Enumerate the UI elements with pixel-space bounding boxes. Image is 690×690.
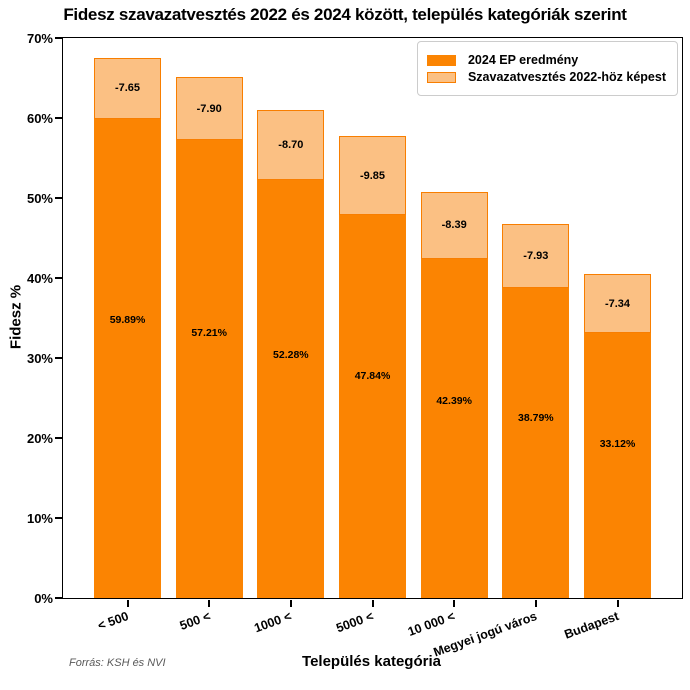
y-tick-mark [54,277,62,279]
y-tick-mark [54,117,62,119]
bar-2024-segment [420,258,488,598]
bar-loss-segment [175,77,243,141]
legend-row: Szavazatvesztés 2022-höz képest [426,70,666,84]
legend-swatch-loss-icon [426,71,456,83]
bar-value-label: 52.28% [273,349,309,362]
plot-area: 2024 EP eredmény Szavazatvesztés 2022-höz… [27,32,683,659]
source-note: Forrás: KSH és NVI [69,657,166,669]
y-tick-label: 40% [26,270,53,286]
x-tick-mark [126,599,129,607]
y-tick-label: 60% [26,110,53,126]
y-tick-mark [54,597,62,599]
bar-loss-label: -8.70 [278,138,304,151]
bar-2024-segment [94,118,161,598]
bar-2024-segment [339,215,406,598]
y-tick-label: 10% [26,510,53,526]
bar-loss-segment [502,224,570,288]
bar-value-label: 47.84% [354,370,391,383]
legend-row: 2024 EP eredmény [426,53,666,67]
chart-title: Fidesz szavazatvesztés 2022 és 2024 közö… [63,5,627,24]
bar-loss-label: -8.39 [441,219,467,232]
x-tick-mark [616,599,619,607]
x-tick-mark [534,599,537,607]
bar-loss-label: -7.65 [114,82,141,95]
y-tick-mark [54,437,62,439]
bar-value-label: 59.89% [109,314,146,327]
legend-swatch-2024-icon [426,54,456,66]
x-tick-mark [208,599,211,607]
x-tick-mark [371,599,374,607]
bar-loss-label: -7.93 [523,249,549,262]
x-axis-label: Település kategória [302,653,441,670]
bar-2024-segment [257,179,325,598]
bar-loss-label: -7.90 [196,102,222,115]
y-tick-mark [54,357,62,359]
bar-loss-segment [339,136,406,216]
bar-loss-segment [94,57,161,119]
bar-2024-segment [584,333,651,598]
bar-loss-segment [584,274,651,334]
bar-2024-segment [175,140,243,598]
y-tick-label: 50% [26,190,53,206]
x-tick-mark [289,599,292,607]
legend-label: Szavazatvesztés 2022-höz képest [467,70,666,84]
y-tick-label: 0% [34,590,53,606]
y-tick-label: 30% [26,350,53,366]
x-tick-label: 5000 < [334,609,376,636]
bar-loss-label: -9.85 [359,169,386,182]
bar-loss-segment [257,110,325,180]
bar-loss-segment [420,191,488,259]
x-tick-label: 1000 < [252,609,294,636]
y-tick-mark [54,37,62,39]
bar-value-label: 33.12% [599,438,636,451]
y-tick-label: 20% [26,430,53,446]
x-tick-label: Budapest [561,609,621,642]
bar-2024-segment [502,287,570,598]
x-tick-mark [453,599,456,607]
bar-value-label: 42.39% [436,395,472,408]
bar-loss-label: -7.34 [604,297,631,310]
bar-value-label: 57.21% [191,326,227,339]
legend-label: 2024 EP eredmény [467,53,579,67]
bar-value-label: 38.79% [518,412,554,424]
y-tick-label: 70% [26,30,53,46]
x-tick-label: < 500 [95,609,131,633]
y-tick-mark [54,517,62,519]
y-axis-label: Fidesz % [7,284,25,350]
x-tick-label: 10 000 < [406,609,457,639]
x-tick-label: 500 < [177,609,212,633]
y-tick-mark [54,197,62,199]
legend: 2024 EP eredmény Szavazatvesztés 2022-höz… [416,41,678,96]
